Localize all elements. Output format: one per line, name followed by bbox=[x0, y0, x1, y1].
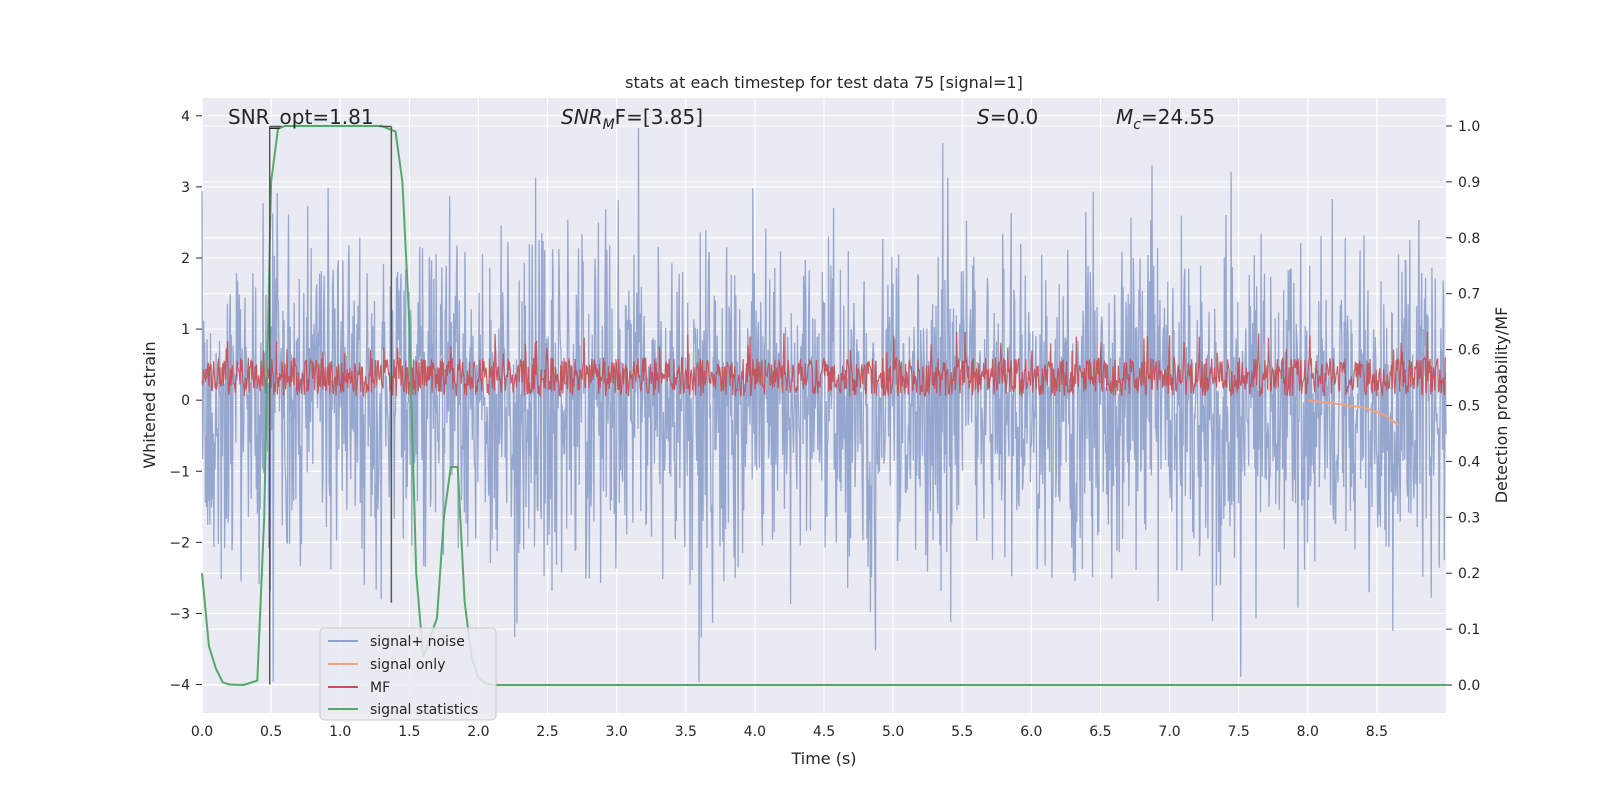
x-tick-label: 1.5 bbox=[398, 724, 420, 740]
y-tick-label-right: 0.7 bbox=[1458, 287, 1480, 303]
x-tick-label: 6.0 bbox=[1020, 724, 1042, 740]
y-tick-label-left: 4 bbox=[181, 109, 190, 125]
legend-label-signal-statistics: signal statistics bbox=[370, 702, 478, 718]
annotation-s: S=0.0 bbox=[977, 105, 1038, 129]
y-tick-label-left: 0 bbox=[181, 393, 190, 409]
legend-label-signal-noise: signal+ noise bbox=[370, 634, 465, 650]
y-tick-label-left: 2 bbox=[181, 251, 190, 267]
y-tick-label-right: 0.4 bbox=[1458, 454, 1480, 470]
x-tick-label: 3.0 bbox=[606, 724, 628, 740]
x-tick-label: 0.5 bbox=[260, 724, 282, 740]
grid bbox=[201, 98, 1446, 713]
annotation-mc-symbol: M bbox=[1116, 105, 1133, 129]
legend: signal+ noise signal only MF signal stat… bbox=[319, 627, 497, 721]
annotation-mc-subscript: c bbox=[1133, 117, 1141, 133]
annotation-snr-mf-value: F=[3.85] bbox=[615, 105, 703, 129]
y-tick-label-left: 3 bbox=[181, 180, 190, 196]
x-tick-label: 4.5 bbox=[813, 724, 835, 740]
x-tick-label: 0.0 bbox=[191, 724, 213, 740]
x-axis-label: Time (s) bbox=[790, 749, 856, 768]
x-tick-label: 6.5 bbox=[1089, 724, 1111, 740]
y-tick-label-right: 0.1 bbox=[1458, 622, 1480, 638]
x-tick-label: 5.0 bbox=[882, 724, 904, 740]
legend-label-signal-only: signal only bbox=[370, 657, 445, 673]
y-tick-label-right: 0.5 bbox=[1458, 399, 1480, 415]
legend-box bbox=[319, 627, 497, 721]
x-tick-label: 4.0 bbox=[744, 724, 766, 740]
series-signal-only bbox=[1307, 399, 1400, 426]
y-tick-label-right: 0.3 bbox=[1458, 510, 1480, 526]
x-tick-label: 8.5 bbox=[1366, 724, 1388, 740]
chart-title: stats at each timestep for test data 75 … bbox=[625, 73, 1023, 92]
x-tick-label: 7.5 bbox=[1228, 724, 1250, 740]
marker-layer bbox=[268, 125, 393, 685]
x-tick-label: 1.0 bbox=[329, 724, 351, 740]
y-tick-label-right: 0.2 bbox=[1458, 566, 1480, 582]
y-axis-label-left: Whitened strain bbox=[140, 341, 159, 468]
y-tick-label-left: −1 bbox=[169, 464, 190, 480]
y-tick-label-left: 1 bbox=[181, 322, 190, 338]
x-tick-label: 5.5 bbox=[951, 724, 973, 740]
y-tick-label-left: −4 bbox=[169, 678, 190, 694]
annotation-snr-mf-symbol: SNR bbox=[561, 105, 603, 129]
series-layer bbox=[201, 125, 1447, 687]
annotation-snr-opt: SNR_opt=1.81 bbox=[228, 105, 374, 129]
y-tick-label-left: −3 bbox=[169, 606, 190, 622]
y-tick-label-right: 0.8 bbox=[1458, 231, 1480, 247]
annotation-s-value: =0.0 bbox=[990, 105, 1039, 129]
y-tick-label-right: 0.6 bbox=[1458, 343, 1480, 359]
y-tick-label-right: 1.0 bbox=[1458, 119, 1480, 135]
annotation-snr-mf: SNRMF=[3.85] bbox=[561, 105, 703, 133]
x-tick-label: 2.0 bbox=[467, 724, 489, 740]
series-mf bbox=[201, 331, 1447, 398]
ticks: 0.0 0.5 1.0 1.5 2.0 2.5 3.0 3.5 4.0 4.5 5.0 5.5 6.0 6… bbox=[169, 109, 1480, 740]
annotation-mc-value: =24.55 bbox=[1141, 105, 1215, 129]
y-tick-label-right: 0.9 bbox=[1458, 175, 1480, 191]
y-tick-label-right: 0.0 bbox=[1458, 678, 1480, 694]
x-tick-label: 3.5 bbox=[675, 724, 697, 740]
y-tick-label-left: −2 bbox=[169, 535, 190, 551]
y-axis-label-right: Detection probability/MF bbox=[1492, 307, 1511, 504]
legend-label-mf: MF bbox=[370, 680, 390, 696]
annotation-snr-mf-subscript: M bbox=[603, 117, 615, 133]
x-tick-label: 2.5 bbox=[536, 724, 558, 740]
x-tick-label: 8.0 bbox=[1297, 724, 1319, 740]
annotation-mc: Mc=24.55 bbox=[1116, 105, 1215, 133]
annotation-s-symbol: S bbox=[977, 105, 990, 129]
x-tick-label: 7.0 bbox=[1158, 724, 1180, 740]
series-signal-statistics bbox=[201, 125, 1446, 687]
